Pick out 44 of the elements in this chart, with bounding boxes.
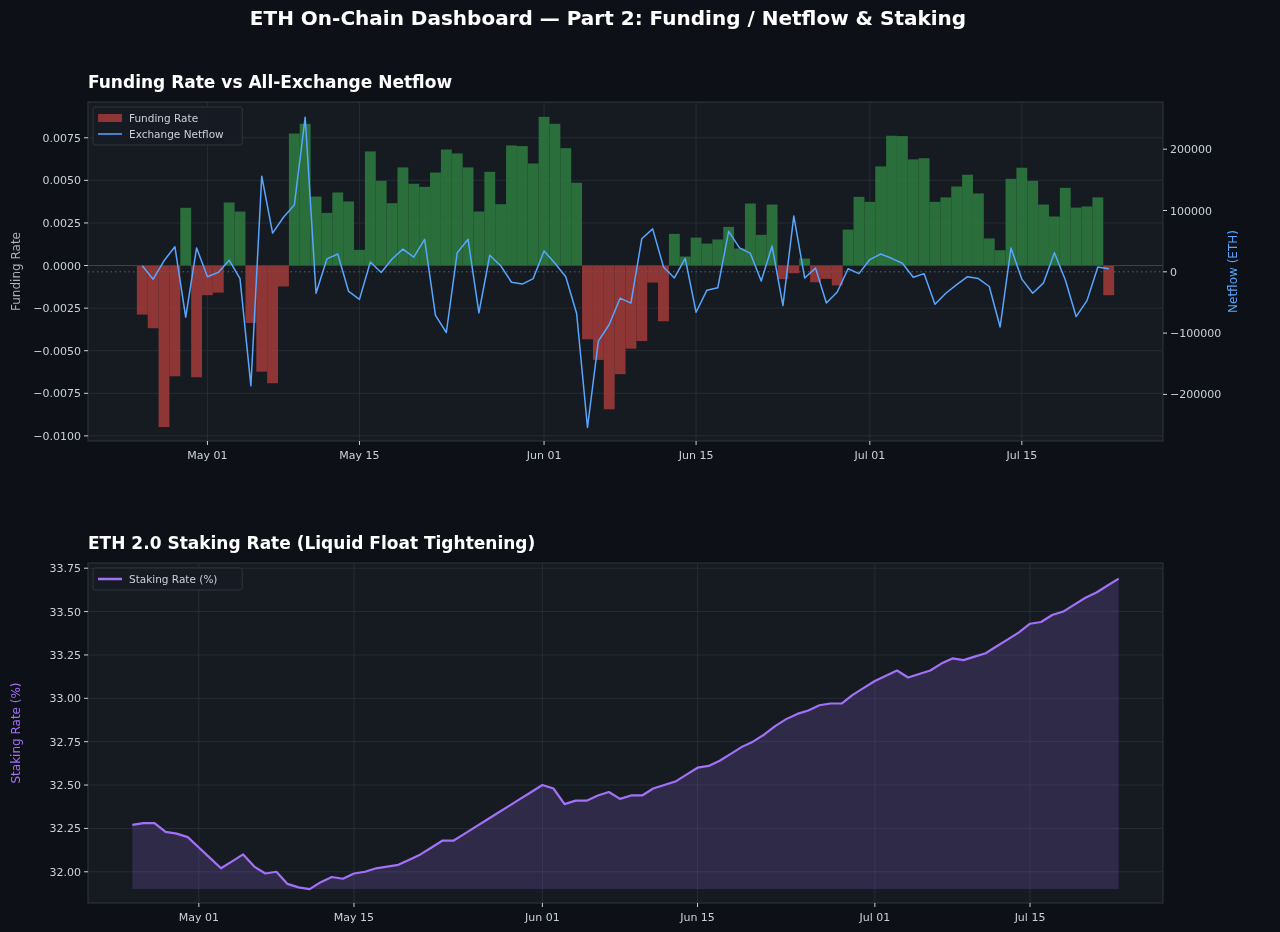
y-axis-title: Staking Rate (%) xyxy=(9,682,23,784)
y-tick-label: 32.25 xyxy=(49,822,81,836)
y-tick-label: 33.50 xyxy=(49,605,81,619)
x-tick-label: Jun 15 xyxy=(677,449,714,462)
y-tick-label: 32.75 xyxy=(49,735,81,749)
y-tick-label: 33.00 xyxy=(49,692,81,706)
y-tick-label: −0.0050 xyxy=(33,344,81,358)
x-tick-label: Jul 01 xyxy=(853,449,886,462)
x-tick-label: May 01 xyxy=(187,449,228,462)
y2-tick-label: 100000 xyxy=(1170,204,1212,218)
y2-axis-title: Netflow (ETH) xyxy=(1226,230,1240,313)
bar xyxy=(1103,265,1115,296)
x-tick-label: May 15 xyxy=(339,449,380,462)
x-tick-label: May 01 xyxy=(178,911,219,924)
y-tick-label: 32.00 xyxy=(49,865,81,879)
x-tick-label: Jun 01 xyxy=(525,449,562,462)
x-tick-label: Jun 15 xyxy=(679,911,715,924)
chart-title: ETH 2.0 Staking Rate (Liquid Float Tightening) xyxy=(88,533,536,553)
y-tick-label: 32.50 xyxy=(49,779,81,793)
y-axis-title: Funding Rate xyxy=(9,232,23,311)
y-tick-label: −0.0025 xyxy=(33,302,81,316)
x-tick-label: Jul 01 xyxy=(858,911,891,924)
x-tick-label: Jun 01 xyxy=(524,911,560,924)
y-tick-label: 0.0050 xyxy=(42,174,81,188)
x-tick-label: Jul 15 xyxy=(1005,449,1038,462)
y-tick-label: 0.0075 xyxy=(42,131,81,145)
chart-title: ETH On-Chain Dashboard — Part 2: Funding / Netflow & Staking xyxy=(249,6,967,30)
y-tick-label: 33.25 xyxy=(49,648,81,662)
y-tick-label: 0.0000 xyxy=(42,259,81,273)
legend-label: Staking Rate (%) xyxy=(129,573,218,585)
legend-label: Exchange Netflow xyxy=(129,128,225,140)
chart-subtitle: Funding Rate vs All-Exchange Netflow xyxy=(88,72,453,92)
bar xyxy=(180,207,192,266)
y-tick-label: −0.0100 xyxy=(33,429,81,443)
y-tick-label: −0.0075 xyxy=(33,387,81,401)
y2-tick-label: 0 xyxy=(1170,265,1177,279)
y2-tick-label: 200000 xyxy=(1170,143,1212,157)
y-tick-label: 0.0025 xyxy=(42,216,81,230)
y2-tick-label: −200000 xyxy=(1170,388,1222,402)
x-tick-label: May 15 xyxy=(333,911,375,924)
y-tick-label: 33.75 xyxy=(49,562,81,576)
y2-tick-label: −100000 xyxy=(1170,327,1222,341)
legend-label: Funding Rate xyxy=(129,112,199,124)
x-tick-label: Jul 15 xyxy=(1013,911,1046,924)
